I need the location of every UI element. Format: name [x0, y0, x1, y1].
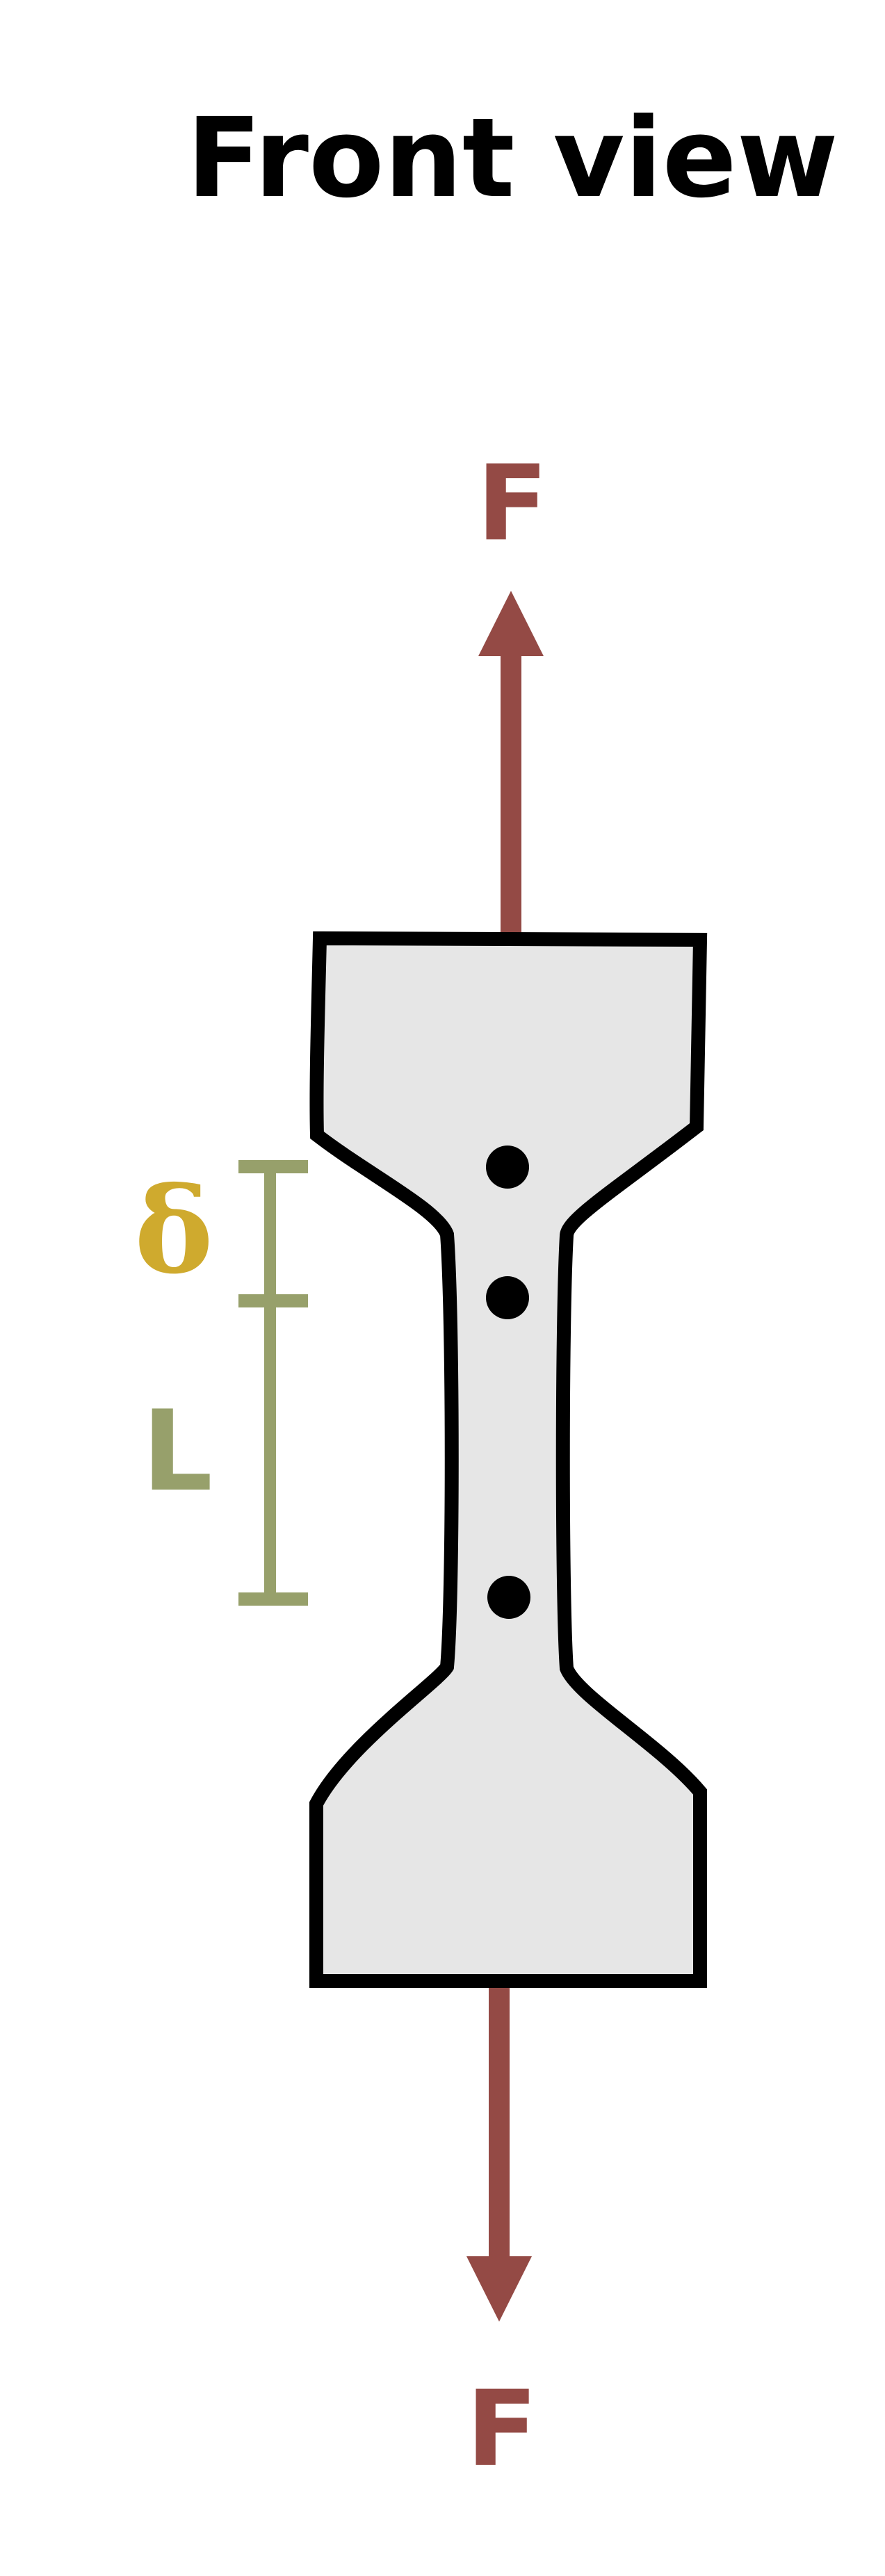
- specimen-outline: [309, 931, 708, 1988]
- gauge-mark-top: [486, 1146, 529, 1189]
- gauge-mark-middle: [486, 1276, 529, 1319]
- dimension-tick-middle: [238, 1294, 308, 1307]
- dimension-tick-top: [238, 1160, 308, 1173]
- gauge-mark-bottom: [487, 1576, 530, 1619]
- dimension-line: [238, 1160, 308, 1606]
- dimension-line-vertical: [264, 1163, 276, 1603]
- arrow-head-icon: [466, 2256, 532, 2322]
- force-top-label: F: [477, 443, 548, 564]
- force-bottom-label: F: [466, 2369, 537, 2490]
- dimension-tick-bottom: [238, 1592, 308, 1606]
- force-arrow-bottom: [466, 1981, 532, 2322]
- force-arrow-top: [478, 591, 544, 938]
- force-arrow-bottom-shaft: [489, 1981, 510, 2266]
- force-arrow-top-shaft: [501, 646, 521, 938]
- arrow-head-icon: [478, 591, 544, 656]
- diagram-title: Front view: [186, 95, 838, 222]
- length-label: L: [142, 1386, 213, 1516]
- delta-label: δ: [134, 1161, 213, 1301]
